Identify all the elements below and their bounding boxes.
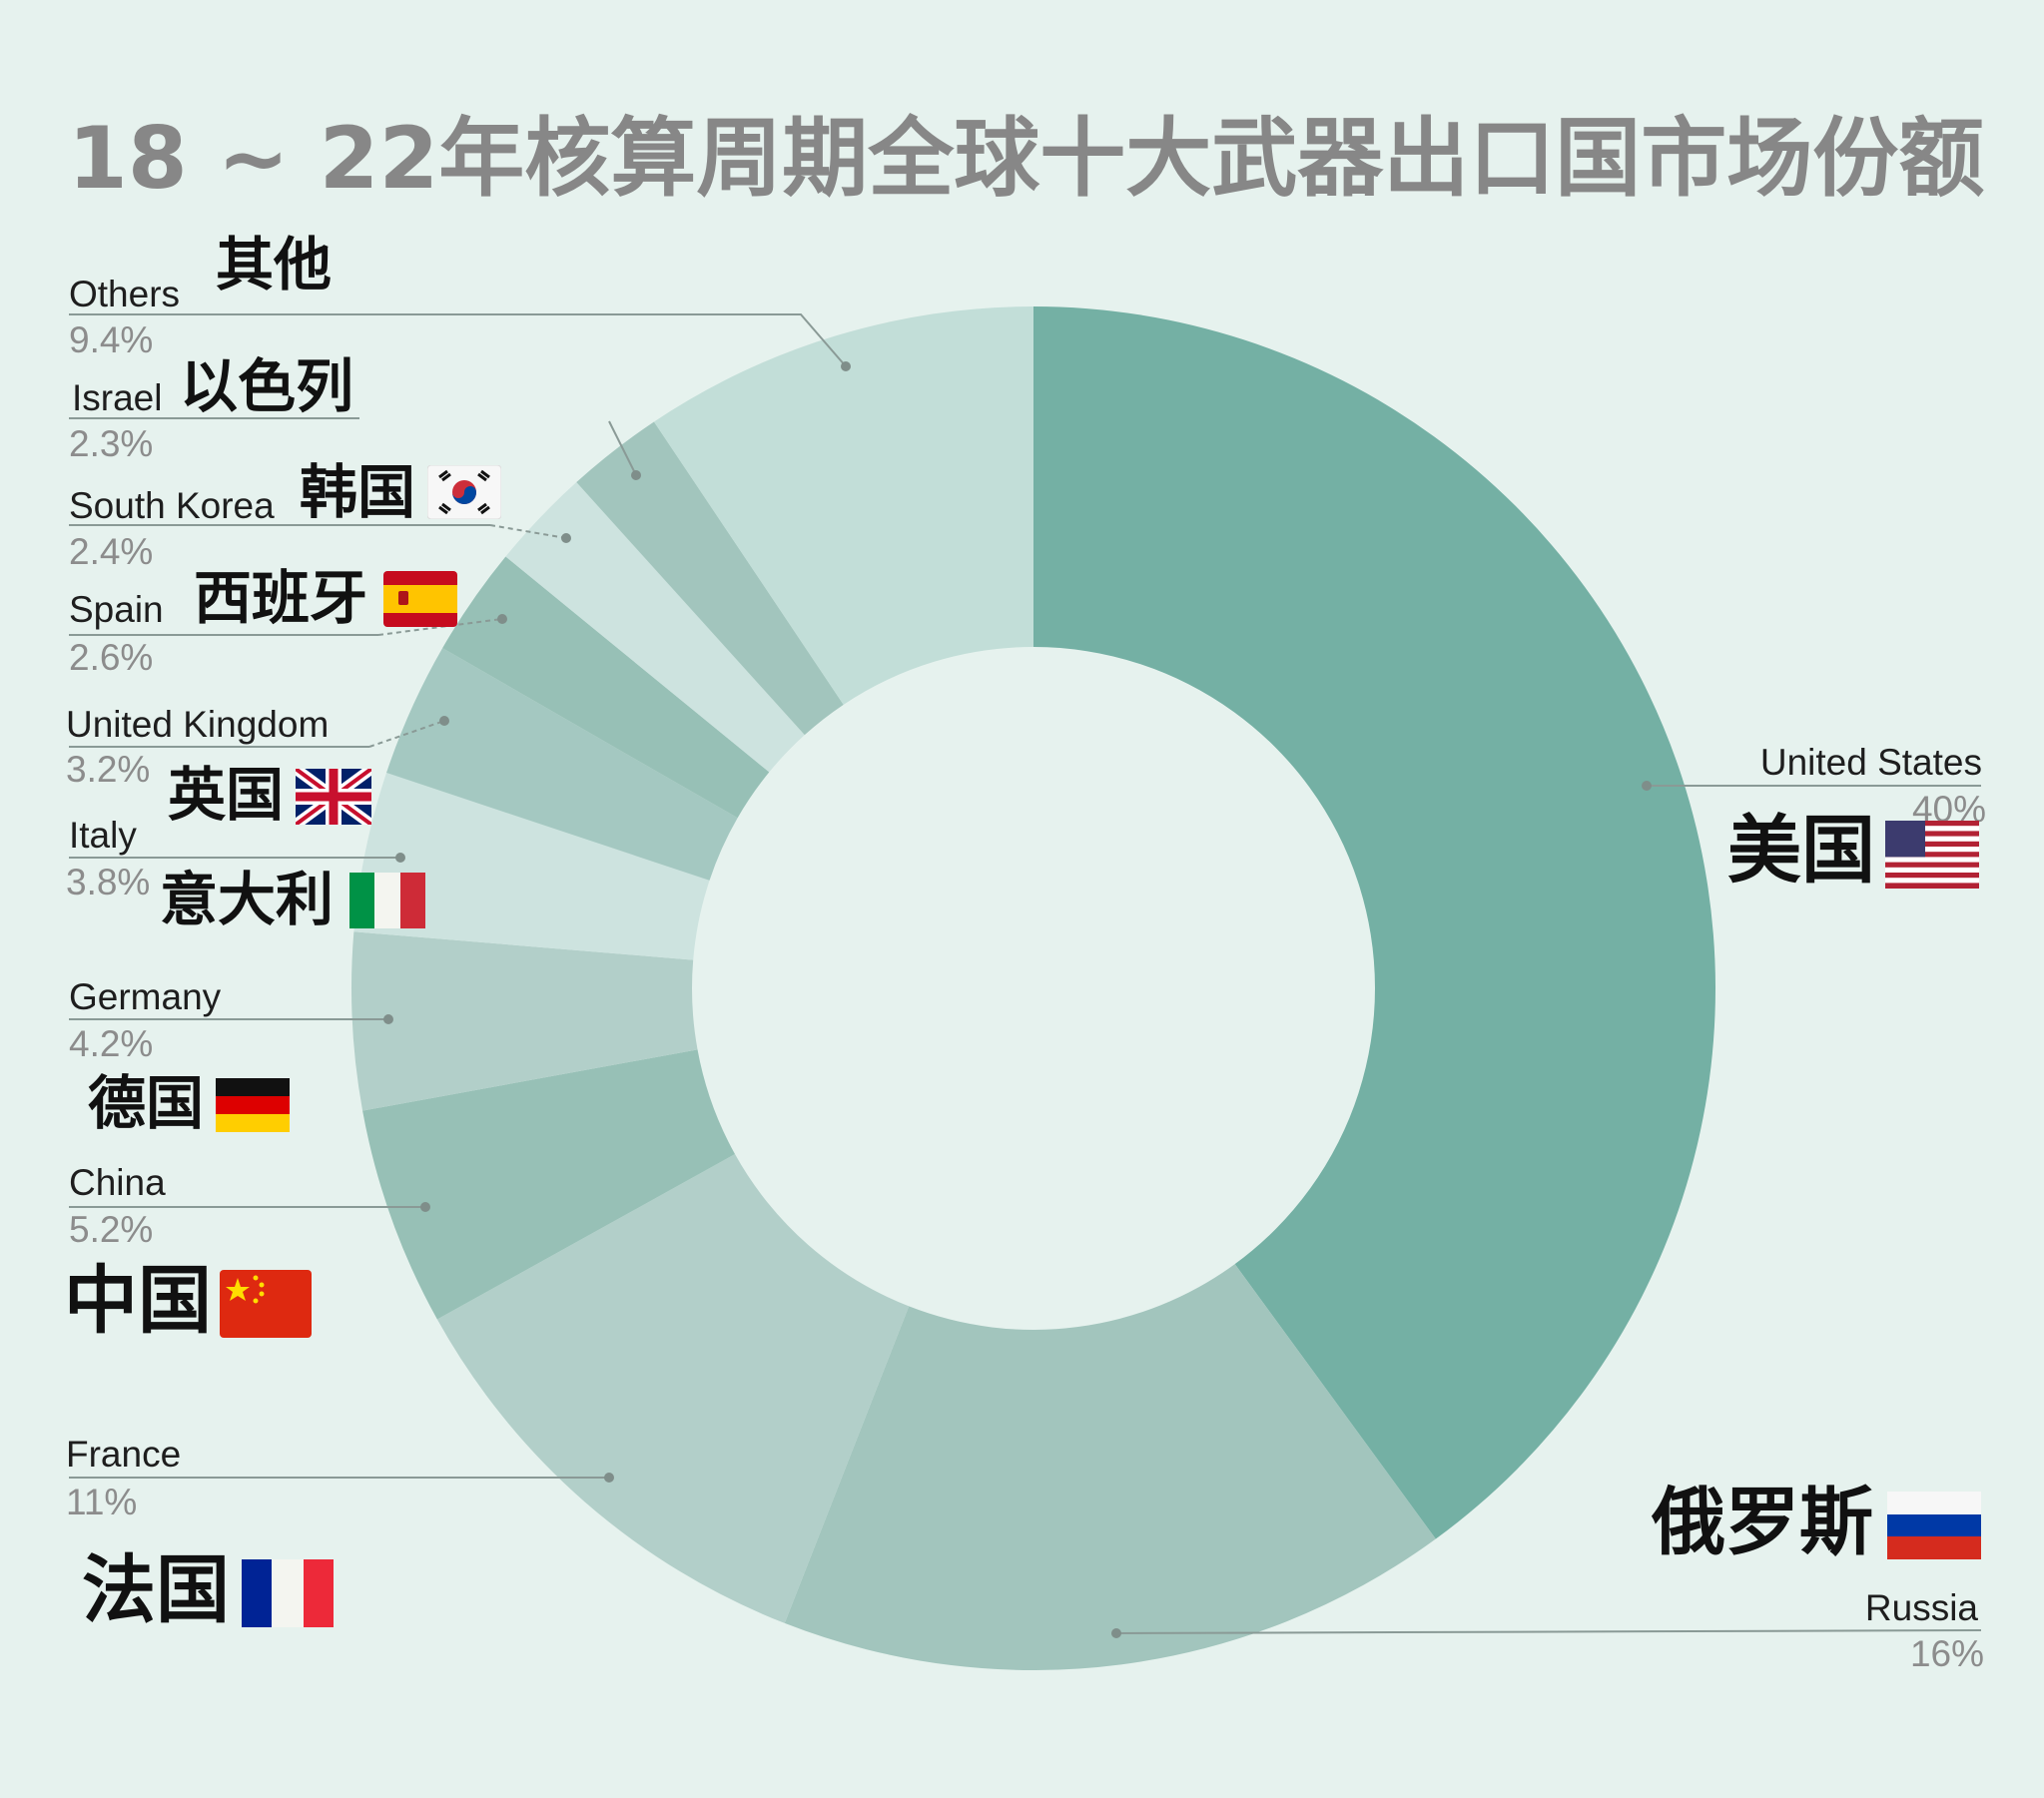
label-italy-pct: 3.8% xyxy=(66,862,151,902)
label-israel-zh: 以色列 xyxy=(180,352,354,420)
leader-russia xyxy=(1115,1629,1982,1634)
chart-title: 18 ~ 22年核算周期全球十大武器出口国市场份额 xyxy=(68,109,1985,209)
label-china-pct: 5.2% xyxy=(69,1209,154,1250)
donut-slices xyxy=(350,306,1715,1670)
flag-france-icon xyxy=(242,1559,334,1632)
label-germany-zh: 德国 xyxy=(88,1069,205,1137)
leader-others xyxy=(69,313,847,367)
leader-south-korea-dash xyxy=(489,524,567,539)
slice-france xyxy=(436,1154,910,1623)
label-france-en: France xyxy=(66,1434,182,1475)
label-germany-pct: 4.2% xyxy=(69,1023,154,1064)
label-uk-pct: 3.2% xyxy=(66,749,151,790)
leader-lines xyxy=(69,313,1982,1634)
label-italy-zh: 意大利 xyxy=(160,866,335,933)
flag-russia-icon xyxy=(1887,1492,1981,1564)
label-south-korea-pct: 2.4% xyxy=(69,531,154,572)
label-others-en: Others xyxy=(69,274,181,314)
slice-united-states xyxy=(1033,306,1715,1539)
flag-south-korea-icon xyxy=(426,464,502,524)
slice-russia xyxy=(784,1264,1436,1670)
flag-us-icon xyxy=(1885,821,1979,894)
flag-italy-icon xyxy=(349,873,425,933)
slice-others xyxy=(653,306,1033,705)
label-spain-pct: 2.6% xyxy=(69,637,154,678)
label-france-zh: 法国 xyxy=(82,1547,230,1633)
label-south-korea-zh: 韩国 xyxy=(300,458,416,526)
leader-spain-dash xyxy=(377,618,503,636)
slice-south-korea xyxy=(505,482,805,773)
slice-italy xyxy=(353,773,710,960)
label-russia-zh: 俄罗斯 xyxy=(1652,1480,1873,1565)
label-china-zh: 中国 xyxy=(64,1258,212,1344)
slice-germany xyxy=(350,931,698,1111)
leader-dots xyxy=(383,361,1652,1638)
label-spain-zh: 西班牙 xyxy=(194,564,368,632)
label-others-zh: 其他 xyxy=(216,231,333,299)
label-germany-en: Germany xyxy=(69,976,222,1017)
slice-united-kingdom xyxy=(386,648,738,881)
label-italy-en: Italy xyxy=(69,815,137,856)
label-china-en: China xyxy=(69,1162,166,1203)
flag-uk-icon xyxy=(292,764,375,830)
label-uk-zh: 英国 xyxy=(168,761,285,829)
label-south-korea-en: South Korea xyxy=(69,485,275,526)
label-israel-en: Israel xyxy=(72,377,163,418)
flag-spain-icon xyxy=(383,571,457,632)
leader-uk-dash xyxy=(368,720,445,748)
label-israel-pct: 2.3% xyxy=(69,423,154,464)
label-uk-en: United Kingdom xyxy=(66,704,330,745)
label-spain-en: Spain xyxy=(69,589,164,630)
label-us-zh: 美国 xyxy=(1727,808,1875,894)
label-others-pct: 9.4% xyxy=(69,319,154,360)
slice-china xyxy=(362,1049,735,1320)
slice-israel xyxy=(576,421,844,736)
label-france-pct: 11% xyxy=(66,1482,138,1522)
label-russia-pct: 16% xyxy=(1909,1633,1984,1674)
label-russia-en: Russia xyxy=(1864,1587,1978,1628)
leader-israel-pointer xyxy=(608,420,637,476)
flag-china-icon xyxy=(220,1270,312,1343)
label-us-en: United States xyxy=(1759,742,1982,783)
slice-spain xyxy=(442,556,770,819)
flag-germany-icon xyxy=(216,1078,290,1137)
